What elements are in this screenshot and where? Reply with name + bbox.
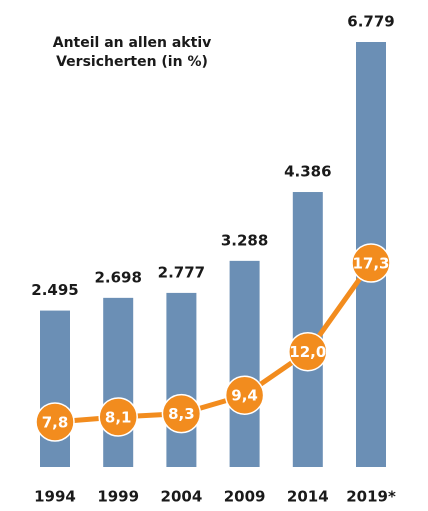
point: [98, 397, 138, 437]
bar-label: 4.386: [284, 163, 331, 181]
x-tick-label: 2019*: [346, 488, 396, 506]
x-tick-label: 1994: [34, 488, 76, 506]
point: [224, 375, 265, 415]
x-tick-label: 2014: [287, 488, 329, 506]
chart-title: Anteil an allen aktiv: [53, 35, 212, 51]
point: [351, 243, 391, 283]
chart-title: Versicherten (in %): [56, 54, 208, 70]
bar: [292, 192, 323, 467]
bar: [103, 297, 134, 467]
bar: [40, 310, 70, 467]
x-tick-label: 2009: [224, 488, 266, 506]
bar-label: 2.777: [158, 263, 205, 281]
bar: [166, 292, 197, 467]
point-label: 12,0: [289, 343, 326, 361]
point-label: 9,4: [231, 387, 258, 405]
point-label: 17,3: [352, 255, 389, 273]
point: [161, 393, 202, 434]
bar-label: 3.288: [221, 231, 268, 249]
x-tick-label: 1999: [97, 488, 139, 506]
point: [288, 331, 328, 372]
bar-label: 2.495: [31, 281, 78, 299]
bar: [229, 260, 260, 467]
bar-label: 6.779: [347, 13, 394, 31]
x-tick-label: 2004: [161, 488, 203, 506]
point-label: 7,8: [42, 414, 69, 432]
point-label: 8,1: [105, 408, 132, 426]
point-label: 8,3: [168, 405, 195, 423]
bar-label: 2.698: [94, 268, 141, 286]
point: [35, 402, 75, 442]
